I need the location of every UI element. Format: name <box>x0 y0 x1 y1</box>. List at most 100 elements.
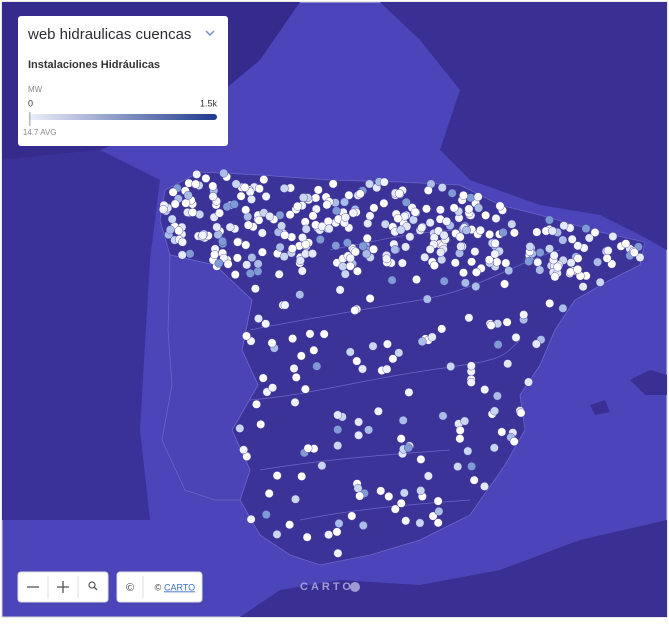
installation-dot <box>177 250 187 260</box>
installation-dot <box>344 190 354 200</box>
installation-dot <box>241 240 251 250</box>
installation-dot <box>509 437 519 446</box>
installation-dot <box>301 239 311 249</box>
installation-dot <box>459 190 468 200</box>
baleares <box>590 370 667 415</box>
installation-dot <box>233 237 243 247</box>
installation-dot <box>491 214 501 223</box>
installation-dot <box>348 208 358 218</box>
installation-dot <box>578 282 588 292</box>
installation-dot <box>394 189 404 198</box>
installation-dot <box>362 233 372 243</box>
installation-dot <box>545 244 554 254</box>
installation-dot <box>470 247 480 257</box>
installation-dot <box>553 262 563 272</box>
installation-dot <box>308 249 317 259</box>
installation-dot <box>279 252 289 262</box>
installation-dot <box>453 462 463 471</box>
installation-dot <box>300 384 310 394</box>
installation-dot <box>629 248 639 257</box>
installation-dot <box>324 224 334 234</box>
zoom-in[interactable] <box>57 581 69 593</box>
installation-dot <box>265 211 275 221</box>
installation-dot <box>355 189 365 199</box>
zoom-controls: © © CARTO <box>17 571 203 603</box>
installation-dot <box>416 486 426 495</box>
installation-dot <box>455 425 465 435</box>
installation-dot <box>558 303 568 313</box>
installation-dot <box>210 250 220 260</box>
installation-dot <box>464 313 474 323</box>
installation-dot <box>379 177 389 187</box>
installation-dot <box>401 242 410 252</box>
installation-dot <box>261 192 271 201</box>
search[interactable] <box>88 581 98 591</box>
attribution-link[interactable]: CARTO <box>164 582 195 592</box>
installation-dot <box>254 314 263 323</box>
installation-dot <box>315 235 325 245</box>
installation-dot <box>297 266 307 276</box>
installation-dot <box>460 278 470 288</box>
installation-dot <box>382 364 392 374</box>
installation-dot <box>295 256 305 265</box>
installation-dot <box>420 252 430 262</box>
installation-dot <box>240 182 250 192</box>
installation-dot <box>347 511 357 521</box>
installation-dot <box>328 179 338 189</box>
installation-dot <box>369 244 378 254</box>
installation-dot <box>313 185 323 195</box>
installation-dot <box>324 530 333 540</box>
installation-dot <box>504 266 514 275</box>
info-button[interactable]: © <box>126 582 134 594</box>
installation-dot <box>455 434 465 444</box>
installation-dot <box>333 441 343 450</box>
installation-dot <box>361 249 371 259</box>
installation-dot <box>490 406 499 416</box>
installation-dot <box>535 265 545 275</box>
installation-dot <box>256 419 266 429</box>
installation-dot <box>312 361 322 371</box>
installation-dot <box>566 258 576 268</box>
installation-dot <box>480 481 489 491</box>
installation-dot <box>353 483 363 493</box>
installation-dot <box>466 361 476 371</box>
installation-dot <box>404 387 414 397</box>
installation-dot <box>439 276 449 286</box>
installation-dot <box>198 230 208 240</box>
installation-dot <box>241 205 251 215</box>
installation-dot <box>498 228 508 237</box>
installation-dot <box>550 272 560 282</box>
installation-dot <box>289 364 299 373</box>
installation-dot <box>428 511 438 521</box>
installation-dot <box>272 530 282 539</box>
installation-dot <box>253 259 263 269</box>
installation-dot <box>287 244 297 254</box>
installation-dot <box>485 230 494 239</box>
installation-dot <box>559 221 569 231</box>
installation-dot <box>236 191 246 201</box>
installation-dot <box>417 337 427 346</box>
installation-dot <box>295 290 305 300</box>
watermark: CARTO <box>300 581 354 593</box>
installation-dot <box>317 461 327 471</box>
installation-dot <box>280 300 290 310</box>
installation-dot <box>309 345 319 355</box>
collapse-chevron[interactable] <box>205 30 215 36</box>
installation-dot <box>437 183 447 193</box>
installation-dot <box>608 232 618 241</box>
installation-dot <box>396 225 406 235</box>
legend-box <box>18 16 228 146</box>
installation-dot <box>524 257 534 266</box>
installation-dot <box>191 179 201 189</box>
installation-dot <box>396 498 406 508</box>
installation-dot <box>338 262 348 271</box>
installation-dot <box>607 259 617 269</box>
installation-dot <box>490 238 500 248</box>
installation-dot <box>486 320 496 330</box>
installation-dot <box>334 519 344 528</box>
legend-panel: web hidraulicas cuencas Instalaciones Hi… <box>18 16 228 146</box>
installation-dot <box>525 242 535 252</box>
installation-dot <box>363 219 373 228</box>
installation-dot <box>285 520 294 530</box>
portugal-land <box>161 254 259 501</box>
